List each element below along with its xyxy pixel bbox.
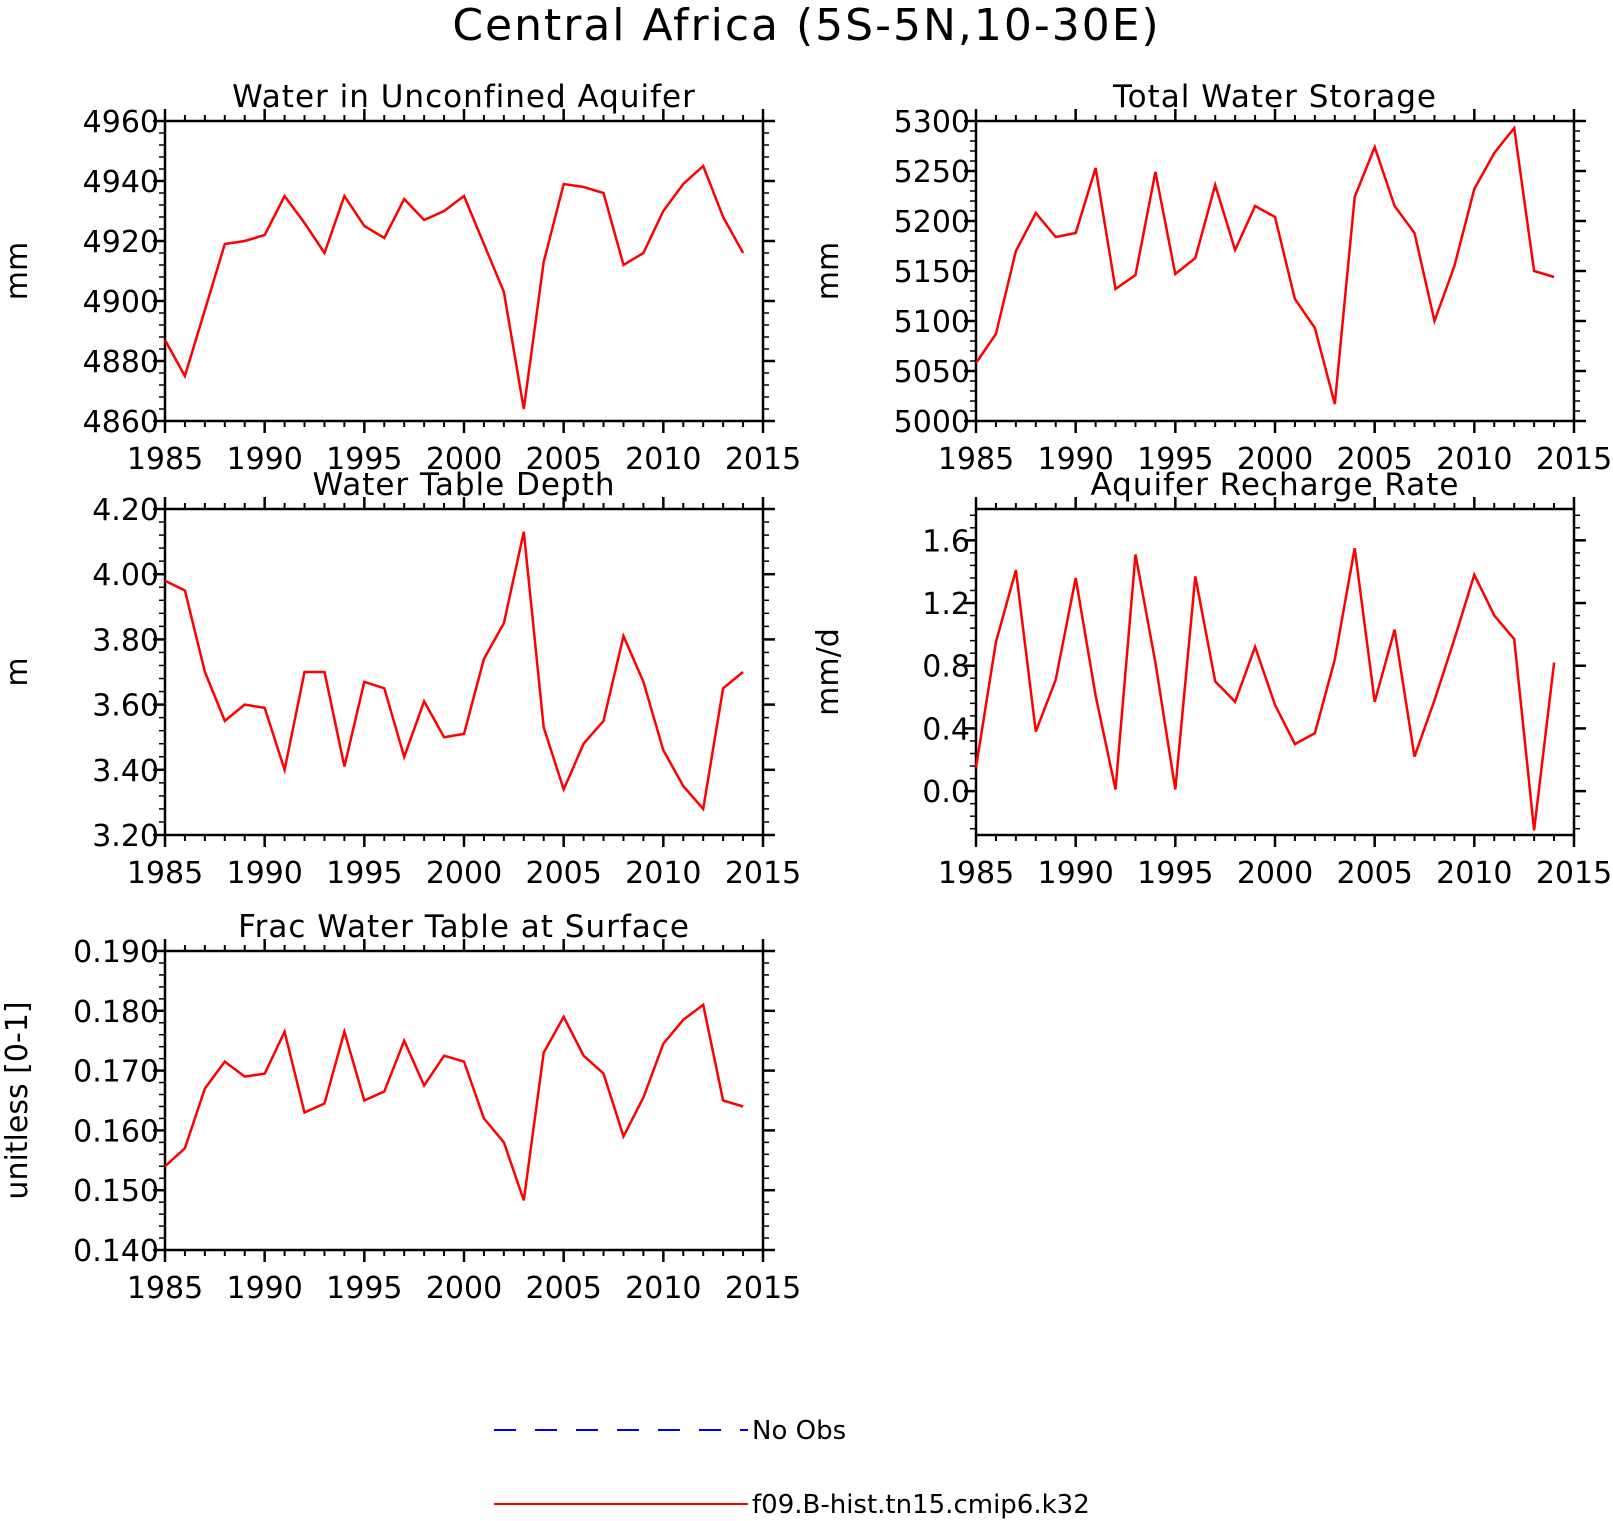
- x-tick-label: 1985: [127, 442, 203, 477]
- y-tick-label: 4.20: [92, 493, 159, 528]
- series-line: [164, 1002, 744, 1201]
- y-tick-label: 5100: [894, 305, 970, 340]
- y-tick-label: 4.00: [92, 558, 159, 593]
- y-tick-label: 3.60: [92, 689, 159, 724]
- y-tick-label: 0.140: [73, 1234, 159, 1269]
- y-tick-label: 5200: [894, 205, 970, 240]
- x-tick-label: 2015: [725, 856, 801, 891]
- y-tick-label: 3.40: [92, 754, 159, 789]
- x-tick-label: 2000: [1237, 856, 1313, 891]
- y-tick-label: 0.180: [73, 995, 159, 1030]
- y-tick-label: 3.80: [92, 623, 159, 658]
- y-tick-label: 4860: [83, 405, 159, 440]
- x-tick-label: 2015: [1536, 856, 1612, 891]
- figure-title: Central Africa (5S-5N,10-30E): [452, 0, 1161, 51]
- x-tick-label: 2010: [625, 856, 701, 891]
- x-tick-label: 2000: [426, 1271, 502, 1306]
- y-tick-label: 1.2: [922, 587, 970, 622]
- x-tick-label: 1995: [326, 442, 402, 477]
- x-tick-label: 2005: [525, 856, 601, 891]
- y-axis-label: unitless [0-1]: [0, 1001, 35, 1199]
- y-axis-label: mm: [811, 242, 846, 300]
- y-tick-label: 0.150: [73, 1174, 159, 1209]
- series-line: [164, 531, 744, 812]
- series-line: [974, 124, 1555, 405]
- x-tick-label: 2000: [426, 442, 502, 477]
- y-tick-label: 1.6: [922, 524, 970, 559]
- x-tick-label: 2005: [525, 1271, 601, 1306]
- x-tick-label: 1990: [1037, 442, 1113, 477]
- x-tick-label: 2005: [1336, 856, 1412, 891]
- y-tick-label: 0.190: [73, 935, 159, 970]
- x-tick-label: 1985: [127, 856, 203, 891]
- y-tick-label: 5300: [894, 105, 970, 140]
- x-tick-label: 2005: [525, 442, 601, 477]
- legend-label: No Obs: [752, 1416, 846, 1446]
- x-tick-label: 2010: [1436, 442, 1512, 477]
- y-tick-label: 5050: [894, 355, 970, 390]
- legend-label: f09.B-hist.tn15.cmip6.k32: [752, 1490, 1090, 1520]
- x-tick-label: 1990: [226, 1271, 302, 1306]
- y-axis-label: m: [0, 657, 35, 686]
- plot-frame: [974, 507, 1576, 837]
- y-tick-label: 4940: [83, 165, 159, 200]
- plot-frame: [163, 949, 765, 1252]
- x-tick-label: 1985: [127, 1271, 203, 1306]
- x-tick-label: 1995: [326, 1271, 402, 1306]
- x-tick-label: 2015: [725, 1271, 801, 1306]
- y-axis-label: mm: [0, 242, 35, 300]
- x-tick-label: 1990: [226, 856, 302, 891]
- y-tick-label: 0.4: [922, 712, 970, 747]
- x-tick-label: 2000: [1237, 442, 1313, 477]
- x-tick-label: 2010: [1436, 856, 1512, 891]
- y-tick-label: 0.0: [922, 775, 970, 810]
- y-tick-label: 5000: [894, 405, 970, 440]
- y-tick-label: 4900: [83, 285, 159, 320]
- y-axis-label: mm/d: [811, 628, 846, 716]
- x-tick-label: 2010: [625, 442, 701, 477]
- x-tick-label: 1995: [326, 856, 402, 891]
- series-line: [163, 163, 745, 410]
- plot-frame: [163, 119, 765, 423]
- y-tick-label: 5250: [894, 155, 970, 190]
- x-tick-label: 1990: [226, 442, 302, 477]
- x-tick-label: 1990: [1037, 856, 1113, 891]
- x-tick-label: 1985: [938, 442, 1014, 477]
- y-tick-label: 0.170: [73, 1055, 159, 1090]
- plot-frame: [974, 119, 1576, 423]
- plot-frame: [163, 507, 765, 837]
- x-tick-label: 2010: [625, 1271, 701, 1306]
- y-tick-label: 5150: [894, 255, 970, 290]
- y-tick-label: 3.20: [92, 819, 159, 854]
- x-tick-label: 2005: [1336, 442, 1412, 477]
- x-tick-label: 2015: [1536, 442, 1612, 477]
- series-line: [974, 547, 1556, 831]
- y-tick-label: 0.8: [922, 650, 970, 685]
- x-tick-label: 2000: [426, 856, 502, 891]
- y-tick-label: 4960: [83, 105, 159, 140]
- y-tick-label: 0.160: [73, 1114, 159, 1149]
- y-tick-label: 4920: [83, 225, 159, 260]
- x-tick-label: 1995: [1137, 856, 1213, 891]
- y-tick-label: 4880: [83, 345, 159, 380]
- x-tick-label: 1985: [938, 856, 1014, 891]
- x-tick-label: 2015: [725, 442, 801, 477]
- x-tick-label: 1995: [1137, 442, 1213, 477]
